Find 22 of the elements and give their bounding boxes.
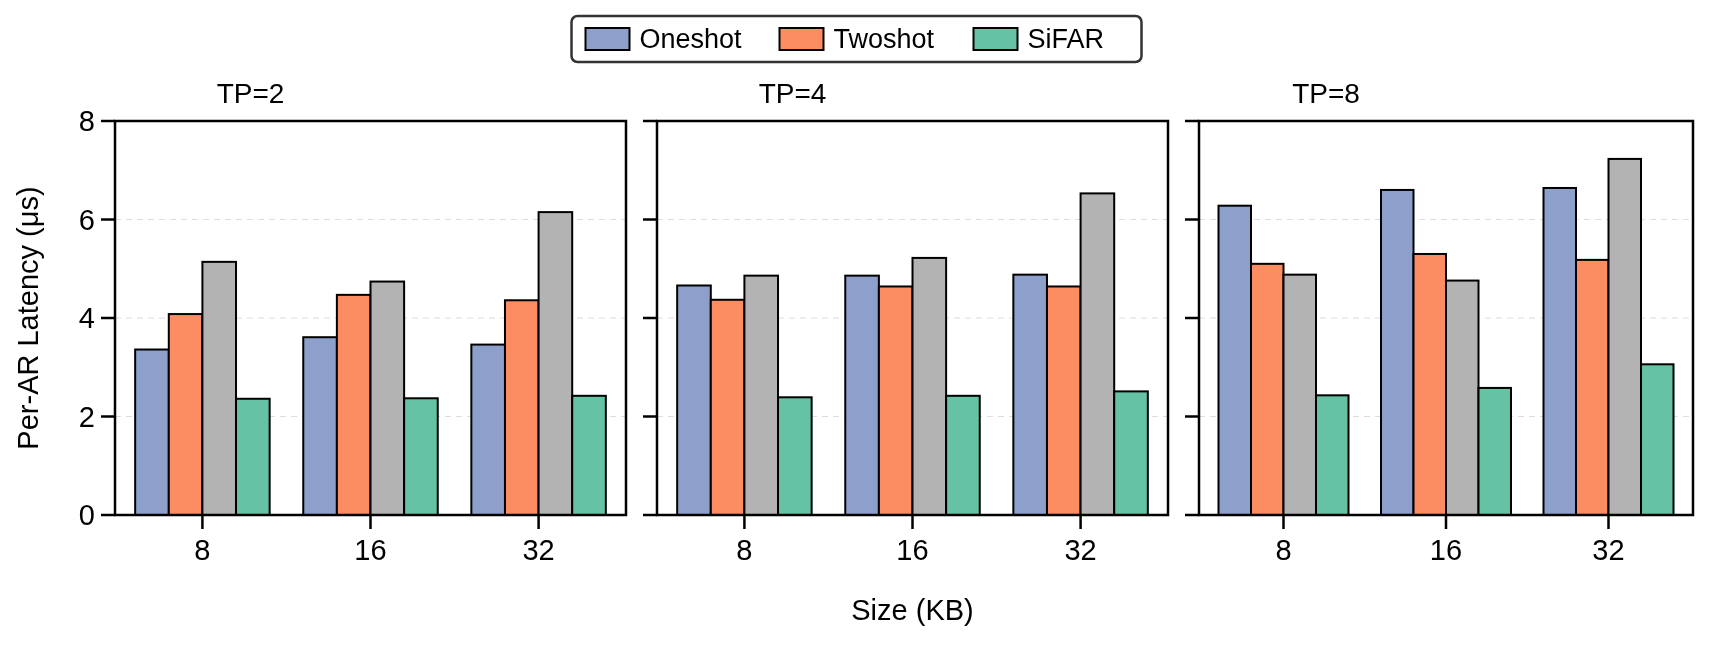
x-tick-label: 16 xyxy=(354,534,387,566)
x-tick-label: 32 xyxy=(1064,534,1097,566)
x-tick-label: 32 xyxy=(1592,534,1625,566)
y-tick-label: 8 xyxy=(78,105,95,138)
x-tick-label: 32 xyxy=(522,534,555,566)
legend-label: SiFAR xyxy=(1027,24,1105,55)
chart-title: TP=4 xyxy=(758,78,827,109)
x-axis-title: Size (KB) xyxy=(851,594,974,626)
x-tick-label: 8 xyxy=(736,534,753,566)
x-tick-label: 8 xyxy=(194,534,211,566)
legend-label: Oneshot xyxy=(639,24,743,55)
chart-title: TP=2 xyxy=(216,78,285,109)
y-axis-title: Per-AR Latency (μs) xyxy=(12,186,44,450)
x-tick-label: 16 xyxy=(896,534,929,566)
chart-title: TP=8 xyxy=(1292,78,1360,109)
y-tick-label: 0 xyxy=(78,499,95,532)
legend-label: Twoshot xyxy=(833,24,935,55)
x-tick-label: 8 xyxy=(1275,534,1292,566)
y-tick-label: 6 xyxy=(78,203,95,236)
y-tick-label: 4 xyxy=(78,302,95,335)
y-tick-label: 2 xyxy=(78,400,95,433)
x-tick-label: 16 xyxy=(1429,534,1463,566)
